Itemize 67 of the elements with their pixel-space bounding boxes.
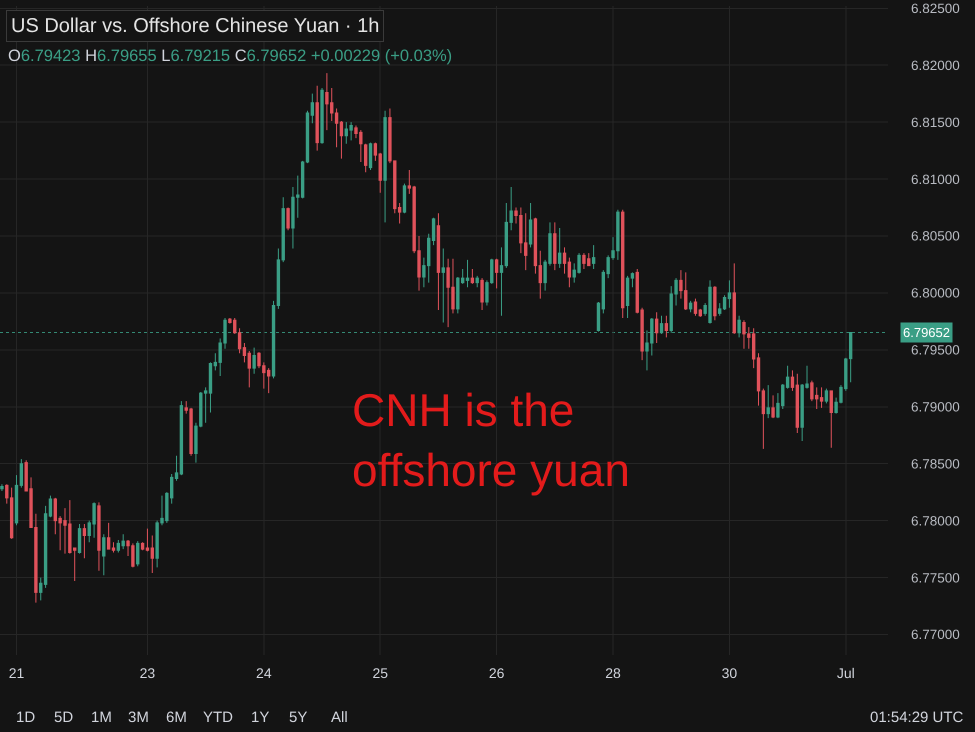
candlestick: [553, 222, 557, 271]
y-tick-label: 6.78500: [911, 456, 960, 472]
candlestick: [78, 524, 82, 554]
text: 6M: [166, 709, 187, 726]
candlestick: [824, 388, 828, 404]
candlestick: [558, 228, 562, 268]
y-tick-label: 6.78000: [911, 513, 960, 528]
candlestick: [315, 85, 319, 152]
candlestick: [470, 268, 474, 284]
candlestick: [621, 209, 624, 318]
candlestick: [654, 312, 658, 344]
text: All: [331, 709, 348, 726]
text: 1D: [16, 709, 36, 726]
candlestick: [442, 248, 445, 324]
candlestick: [383, 110, 387, 223]
annotation: CNH is the offshore yuan: [352, 384, 630, 496]
x-tick-label: Jul: [836, 665, 855, 681]
candlestick: [592, 244, 596, 270]
y-tick-label: 6.81000: [911, 172, 960, 187]
x-tick-label: 21: [8, 665, 24, 681]
candlestick: [82, 524, 86, 559]
candlestick: [688, 300, 692, 313]
x-tick-label: 26: [488, 665, 505, 681]
y-tick-label: 6.82500: [911, 1, 960, 16]
y-tick-label: 6.80000: [911, 286, 960, 301]
candlestick: [0, 484, 4, 492]
candlestick: [664, 315, 668, 338]
ref-line-label: 6.79652: [903, 325, 950, 340]
candlestick: [732, 262, 736, 334]
candlestick: [494, 258, 498, 289]
text: YTD: [203, 709, 234, 726]
y-tick-label: 6.81500: [911, 114, 960, 130]
y-tick-label: 6.79000: [911, 400, 960, 415]
x-tick-label: 25: [372, 665, 388, 681]
text: 5D: [54, 709, 74, 726]
candlestick: [364, 143, 368, 173]
x-tick-label: 23: [140, 665, 156, 681]
text: 1M: [91, 709, 112, 726]
text: 1Y: [251, 709, 270, 726]
candlestick: [766, 384, 770, 419]
candlestick: [660, 315, 664, 334]
candlestick: [252, 347, 256, 374]
text: O6.79423 H6.79655 L6.79215 C6.79652 +0.00229 (+0.03%): [8, 47, 452, 65]
y-tick-label: 6.77500: [911, 570, 960, 586]
candlestick: [102, 534, 106, 576]
candlestick: [436, 212, 440, 311]
candlestick: [830, 390, 833, 448]
candlestick: [771, 394, 775, 419]
text: 01:54:29 UTC: [870, 709, 964, 726]
candlestick: [97, 502, 101, 572]
candlestick: [713, 286, 717, 321]
candlestick: [737, 315, 741, 338]
text: 3M: [128, 709, 149, 726]
x-tick-label: 24: [256, 665, 272, 681]
candlestick: [286, 207, 290, 231]
candlestick: [480, 278, 484, 311]
y-tick-label: 6.77000: [911, 627, 960, 642]
candlestick: [528, 202, 532, 248]
x-tick-label: 28: [605, 665, 622, 681]
chart-title: US Dollar vs. Offshore Chinese Yuan · 1h: [11, 15, 380, 37]
x-tick-label: 30: [722, 665, 738, 681]
candlestick: [136, 540, 140, 567]
candlestick: [476, 275, 479, 288]
y-tick-label: 6.79500: [911, 342, 960, 358]
y-tick-label: 6.80500: [911, 228, 960, 244]
text: 5Y: [289, 709, 308, 726]
y-tick-label: 6.82000: [911, 58, 960, 73]
